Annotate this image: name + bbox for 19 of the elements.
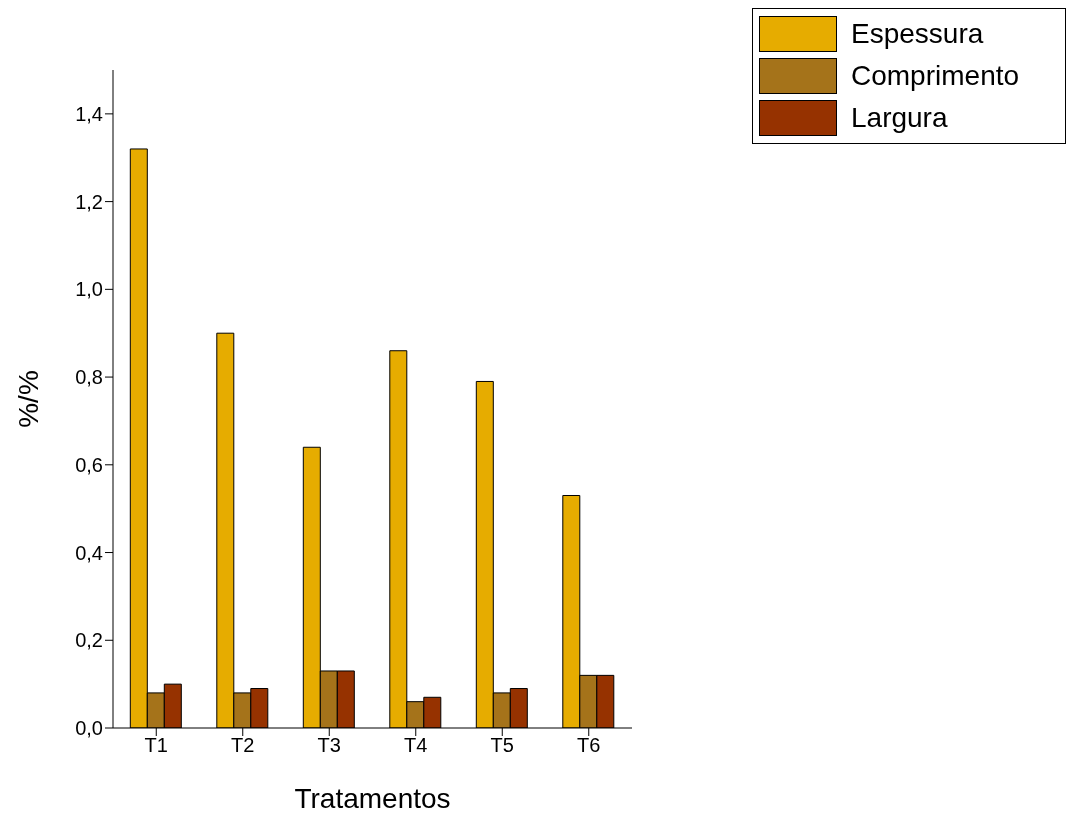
y-tick-label: 0,6 xyxy=(75,453,103,476)
x-tick-label: T4 xyxy=(404,734,428,757)
legend-label: Espessura xyxy=(851,18,984,50)
x-axis-title: Tratamentos xyxy=(294,783,451,814)
legend-label: Largura xyxy=(851,102,948,134)
y-tick-label: 1,4 xyxy=(75,102,103,125)
y-tick-label: 1,2 xyxy=(75,190,103,213)
x-tick-label: T3 xyxy=(317,734,341,757)
x-tick-label: T6 xyxy=(577,734,601,757)
y-tick-label: 0,8 xyxy=(75,366,103,389)
x-tick-label: T5 xyxy=(490,734,514,757)
y-tick-label: 0,0 xyxy=(75,717,103,740)
x-tick-label: T2 xyxy=(231,734,255,757)
legend-label: Comprimento xyxy=(851,60,1020,92)
y-tick-label: 1,0 xyxy=(75,278,103,301)
x-tick-label: T1 xyxy=(144,734,168,757)
y-axis-title: %/% xyxy=(12,370,44,428)
y-tick-label: 0,4 xyxy=(75,541,103,564)
y-tick-label: 0,2 xyxy=(75,629,103,652)
